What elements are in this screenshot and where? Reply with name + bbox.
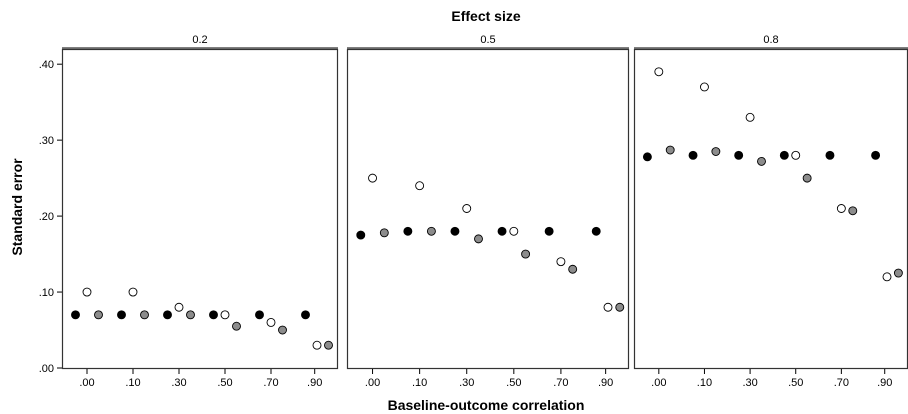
data-point-grey xyxy=(848,206,858,216)
panel-title: 0.2 xyxy=(192,34,207,46)
y-axis: .00 .10 .20 .30 .40 xyxy=(39,59,62,375)
x-tick-label: .00 xyxy=(365,377,380,389)
data-point-grey xyxy=(140,310,149,320)
data-point-grey xyxy=(324,340,333,350)
data-point-white xyxy=(791,150,801,160)
data-point-black xyxy=(544,226,554,236)
data-point-grey xyxy=(615,302,625,312)
data-point-grey xyxy=(426,226,436,236)
data-point-black xyxy=(255,310,264,320)
x-tick-label: .10 xyxy=(125,377,140,389)
panel-title: 0.8 xyxy=(763,34,778,46)
x-tick-label: .10 xyxy=(412,377,427,389)
x-tick-label: .70 xyxy=(553,377,568,389)
x-tick-label: .70 xyxy=(834,377,849,389)
data-point-grey xyxy=(474,234,483,244)
data-point-white xyxy=(603,302,613,312)
x-tick-label: .90 xyxy=(307,377,322,389)
data-point-white xyxy=(836,204,846,213)
x-tick-label: .90 xyxy=(877,377,892,389)
x-tick-label: .50 xyxy=(217,377,232,389)
data-point-black xyxy=(734,150,744,160)
data-point-grey xyxy=(711,147,721,156)
y-tick-label: .10 xyxy=(39,287,54,299)
x-tick-label: .30 xyxy=(742,377,757,389)
data-point-grey xyxy=(757,156,766,166)
data-point-grey xyxy=(232,321,241,331)
y-tick-label: .00 xyxy=(39,363,54,375)
panel-1: 0.5 .00 .10 .30 .50 .70 .90 xyxy=(346,34,630,389)
data-point-black xyxy=(71,310,80,320)
x-tick-label: .50 xyxy=(506,377,521,389)
data-point-black xyxy=(497,226,507,236)
data-point-white xyxy=(654,67,664,77)
x-tick-label: .50 xyxy=(788,377,803,389)
data-point-black xyxy=(779,150,789,160)
data-point-grey xyxy=(521,249,531,259)
data-point-white xyxy=(220,310,230,320)
y-tick-label: .30 xyxy=(39,135,54,147)
data-point-black xyxy=(642,152,652,162)
x-tick-label: .30 xyxy=(171,377,186,389)
data-point-white xyxy=(368,173,377,183)
data-point-black xyxy=(301,310,310,320)
x-tick-label: .70 xyxy=(263,377,278,389)
x-tick-label: .10 xyxy=(697,377,712,389)
panels: 0.2 .00 .10 .30 .50 .70 .90 0.5 .00 .10 .30 .50 .70.… xyxy=(61,34,908,389)
data-point-grey xyxy=(568,264,578,274)
data-point-black xyxy=(450,226,460,236)
data-point-white xyxy=(509,226,519,236)
data-point-grey xyxy=(186,310,195,320)
y-tick-label: .20 xyxy=(39,211,54,223)
data-point-white xyxy=(174,302,184,312)
y-tick-label: .40 xyxy=(39,59,54,71)
x-axis-label: Baseline-outcome correlation xyxy=(388,397,585,413)
x-tick-label: .00 xyxy=(79,377,94,389)
data-point-grey xyxy=(379,228,389,238)
data-point-white xyxy=(462,204,472,213)
data-point-white xyxy=(128,287,138,297)
data-point-grey xyxy=(665,145,675,155)
data-point-grey xyxy=(94,310,103,320)
data-point-black xyxy=(356,230,366,240)
data-point-black xyxy=(163,310,172,320)
data-point-black xyxy=(871,150,881,160)
data-point-white xyxy=(82,287,92,297)
data-point-white xyxy=(556,257,566,267)
x-tick-label: .00 xyxy=(651,377,666,389)
data-point-white xyxy=(415,181,425,191)
panel-frame xyxy=(61,48,339,370)
data-point-black xyxy=(825,150,835,160)
panel-frame xyxy=(633,48,908,370)
data-point-white xyxy=(266,317,276,327)
panel-0: 0.2 .00 .10 .30 .50 .70 .90 xyxy=(61,34,339,389)
data-point-white xyxy=(312,340,322,350)
data-point-grey xyxy=(802,173,812,183)
data-point-black xyxy=(117,310,126,320)
x-tick-label: .90 xyxy=(598,377,613,389)
chart-title: Effect size xyxy=(451,8,520,24)
y-axis-label: Standard error xyxy=(9,158,25,256)
data-point-black xyxy=(688,150,698,160)
x-tick-label: .30 xyxy=(459,377,474,389)
data-point-black xyxy=(591,226,601,236)
panel-frame xyxy=(346,48,630,370)
data-point-grey xyxy=(893,268,903,278)
data-point-black xyxy=(403,226,413,236)
data-point-white xyxy=(745,112,755,122)
data-point-grey xyxy=(278,325,287,335)
data-point-white xyxy=(882,272,892,282)
panel-2: 0.8 .00 .10 .30 .50 .70 .90 xyxy=(633,34,908,389)
data-point-white xyxy=(700,82,709,92)
panel-title: 0.5 xyxy=(480,34,495,46)
data-point-black xyxy=(209,310,218,320)
